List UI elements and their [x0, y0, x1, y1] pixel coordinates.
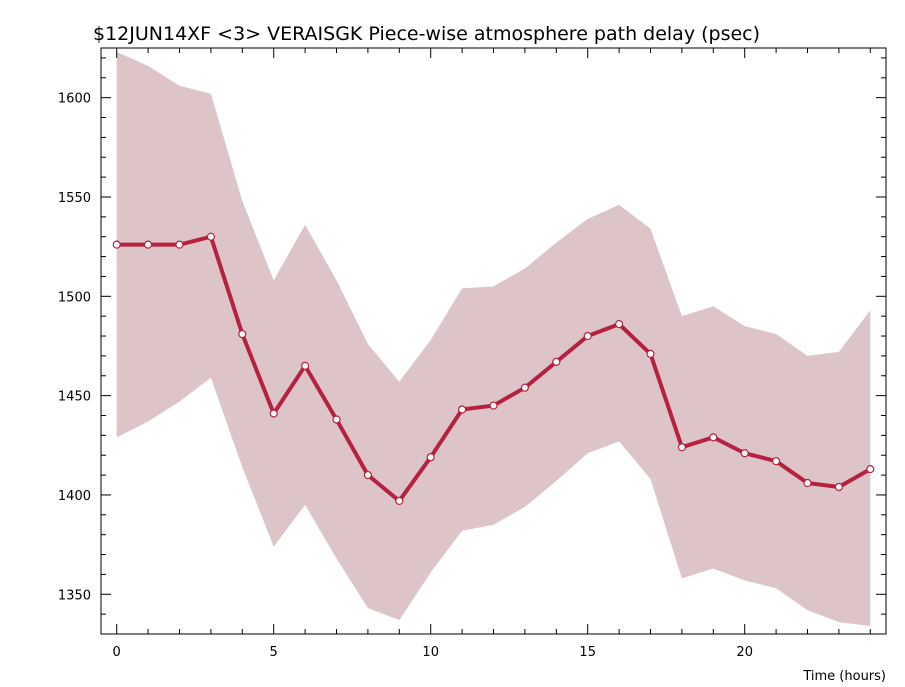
- x-tick-label: 5: [270, 645, 278, 660]
- data-point: [489, 401, 498, 410]
- data-point: [709, 433, 718, 442]
- data-point: [803, 478, 812, 488]
- x-axis-label: Time (hours): [802, 669, 886, 684]
- x-tick-label: 0: [113, 645, 121, 660]
- axis-tick-labels: 0 5 10 15 20 1350 1400 1450 1500 1550 1600: [58, 92, 753, 660]
- data-point: [740, 449, 749, 458]
- y-tick-label: 1600: [58, 92, 91, 107]
- data-point: [426, 453, 435, 462]
- data-point: [363, 470, 372, 480]
- data-point: [175, 240, 184, 249]
- data-point: [771, 457, 781, 466]
- y-tick-label: 1400: [58, 489, 91, 504]
- data-point: [332, 415, 341, 424]
- uncertainty-band-layer: [116, 51, 871, 627]
- data-point: [646, 349, 655, 359]
- y-tick-label: 1500: [58, 290, 91, 305]
- data-point: [866, 465, 875, 474]
- data-point: [677, 443, 687, 452]
- x-tick-label: 15: [579, 645, 596, 660]
- chart-title: $12JUN14XF <3> VERAISGK Piece-wise atmos…: [93, 23, 760, 45]
- y-tick-label: 1450: [58, 390, 91, 405]
- marker-layer: [112, 232, 875, 506]
- data-point: [583, 331, 592, 341]
- data-point: [614, 320, 624, 329]
- y-tick-label: 1350: [58, 588, 91, 603]
- uncertainty-band: [116, 51, 871, 627]
- data-point: [269, 409, 278, 418]
- axis-ticks: [101, 48, 886, 634]
- y-tick-label: 1550: [58, 191, 91, 206]
- data-point: [144, 240, 153, 249]
- data-point: [206, 232, 215, 241]
- data-point: [301, 361, 310, 370]
- data-point: [552, 357, 561, 366]
- data-point: [520, 383, 530, 392]
- data-point: [238, 329, 247, 339]
- x-tick-label: 20: [736, 645, 753, 660]
- data-point: [458, 405, 467, 414]
- data-point: [834, 482, 844, 492]
- x-tick-label: 10: [422, 645, 439, 660]
- data-point: [395, 496, 404, 506]
- data-point: [112, 240, 121, 249]
